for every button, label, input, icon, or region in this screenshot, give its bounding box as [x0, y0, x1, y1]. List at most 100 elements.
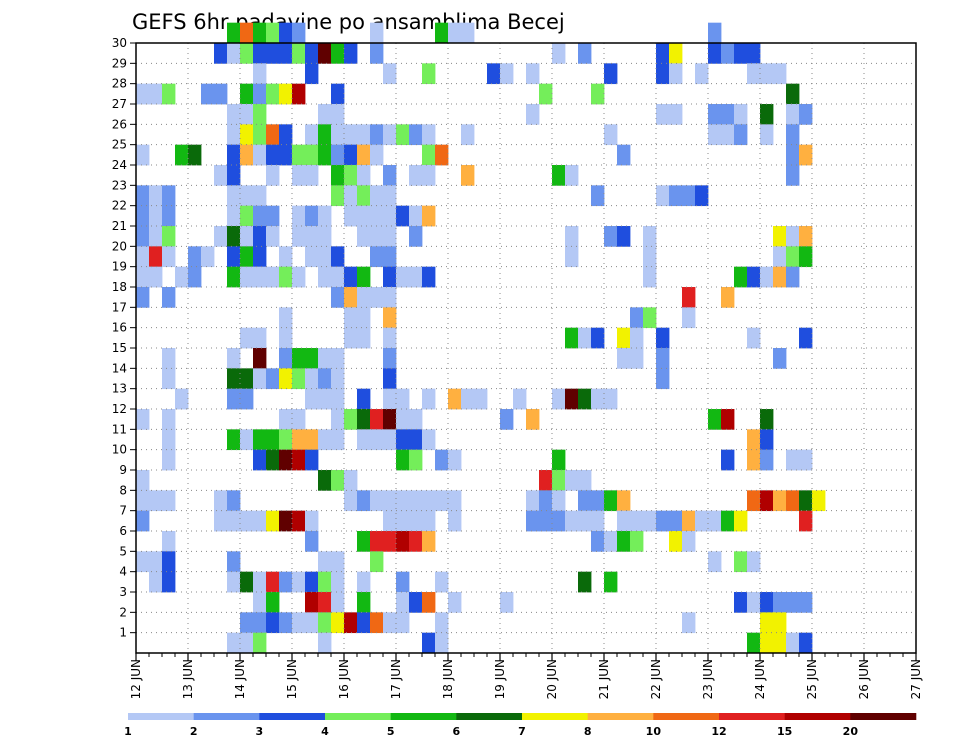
heatmap-cell — [357, 307, 371, 329]
x-tick-label: 21 JUN — [597, 659, 611, 699]
heatmap-cell — [656, 348, 670, 369]
heatmap-cell — [162, 287, 176, 308]
heatmap-cell — [305, 592, 319, 613]
heatmap-cell — [149, 205, 163, 227]
heatmap-cell — [305, 531, 319, 552]
heatmap-cell — [292, 612, 306, 634]
heatmap-cell — [253, 368, 267, 390]
heatmap-cell — [383, 287, 397, 308]
heatmap-cell — [370, 409, 384, 430]
heatmap-cell — [370, 124, 384, 146]
heatmap-cell — [383, 327, 397, 349]
heatmap-cells — [136, 22, 826, 654]
legend-swatch — [259, 713, 326, 720]
heatmap-cell — [279, 429, 293, 451]
heatmap-cell — [253, 266, 267, 288]
heatmap-cell — [695, 185, 709, 207]
heatmap-cell — [292, 449, 306, 471]
legend-label: 15 — [777, 725, 792, 738]
y-tick-label: 21 — [112, 219, 127, 233]
heatmap-cell — [240, 266, 254, 288]
heatmap-cell — [435, 490, 449, 512]
heatmap-cell — [786, 226, 800, 247]
y-tick-label: 7 — [119, 504, 127, 518]
heatmap-cell — [435, 571, 449, 593]
heatmap-cell — [409, 490, 423, 512]
heatmap-cell — [669, 510, 683, 532]
heatmap-cell — [630, 327, 644, 349]
heatmap-cell — [617, 531, 631, 552]
heatmap-cell — [149, 226, 163, 247]
heatmap-cell — [240, 632, 254, 654]
heatmap-cell — [786, 246, 800, 268]
heatmap-cell — [773, 490, 787, 512]
heatmap-cell — [318, 226, 332, 247]
heatmap-cell — [565, 470, 579, 491]
heatmap-cell — [266, 592, 280, 613]
x-tick-label: 15 JUN — [285, 659, 299, 699]
heatmap-cell — [344, 287, 358, 308]
heatmap-cell — [500, 63, 514, 85]
heatmap-cell — [331, 348, 345, 369]
heatmap-cell — [617, 490, 631, 512]
heatmap-cell — [305, 165, 319, 186]
legend-label: 20 — [843, 725, 859, 738]
legend-label: 10 — [646, 725, 662, 738]
heatmap-cell — [305, 226, 319, 247]
heatmap-cell — [669, 43, 683, 64]
heatmap-cell — [162, 246, 176, 268]
heatmap-cell — [162, 409, 176, 430]
heatmap-cell — [656, 63, 670, 85]
heatmap-cell — [396, 124, 410, 146]
heatmap-cell — [292, 83, 306, 105]
y-tick-label: 4 — [119, 565, 127, 579]
heatmap-cell — [240, 185, 254, 207]
heatmap-cell — [318, 124, 332, 146]
heatmap-cell — [331, 409, 345, 430]
heatmap-cell — [604, 124, 618, 146]
heatmap-cell — [383, 307, 397, 329]
heatmap-cell — [396, 490, 410, 512]
heatmap-cell — [253, 104, 267, 125]
heatmap-cell — [162, 226, 176, 247]
heatmap-cell — [461, 22, 475, 44]
heatmap-cell — [396, 510, 410, 532]
legend-label: 4 — [321, 725, 329, 738]
heatmap-cell — [448, 388, 462, 410]
heatmap-cell — [253, 592, 267, 613]
heatmap-cell — [448, 510, 462, 532]
heatmap-cell — [682, 612, 696, 634]
heatmap-cell — [357, 144, 371, 166]
heatmap-cell — [357, 531, 371, 552]
heatmap-cell — [331, 287, 345, 308]
heatmap-cell — [448, 449, 462, 471]
heatmap-cell — [708, 124, 722, 146]
heatmap-cell — [253, 429, 267, 451]
heatmap-cell — [305, 510, 319, 532]
heatmap-cell — [331, 246, 345, 268]
heatmap-cell — [370, 531, 384, 552]
heatmap-cell — [760, 490, 774, 512]
heatmap-cell — [214, 43, 228, 64]
heatmap-cell — [565, 246, 579, 268]
heatmap-cell — [760, 592, 774, 613]
y-tick-label: 5 — [119, 544, 127, 558]
heatmap-cell — [266, 144, 280, 166]
heatmap-cell — [149, 571, 163, 593]
heatmap-cell — [240, 226, 254, 247]
heatmap-cell — [279, 124, 293, 146]
heatmap-cell — [604, 63, 618, 85]
heatmap-cell — [773, 63, 787, 85]
heatmap-cell — [175, 266, 189, 288]
heatmap-cell — [331, 571, 345, 593]
heatmap-cell — [331, 551, 345, 573]
heatmap-cell — [669, 104, 683, 125]
heatmap-cell — [253, 348, 267, 369]
heatmap-cell — [682, 307, 696, 329]
heatmap-cell — [656, 43, 670, 64]
heatmap-cell — [383, 368, 397, 390]
y-tick-label: 14 — [112, 361, 127, 375]
heatmap-cell — [370, 551, 384, 573]
heatmap-cell — [422, 205, 436, 227]
